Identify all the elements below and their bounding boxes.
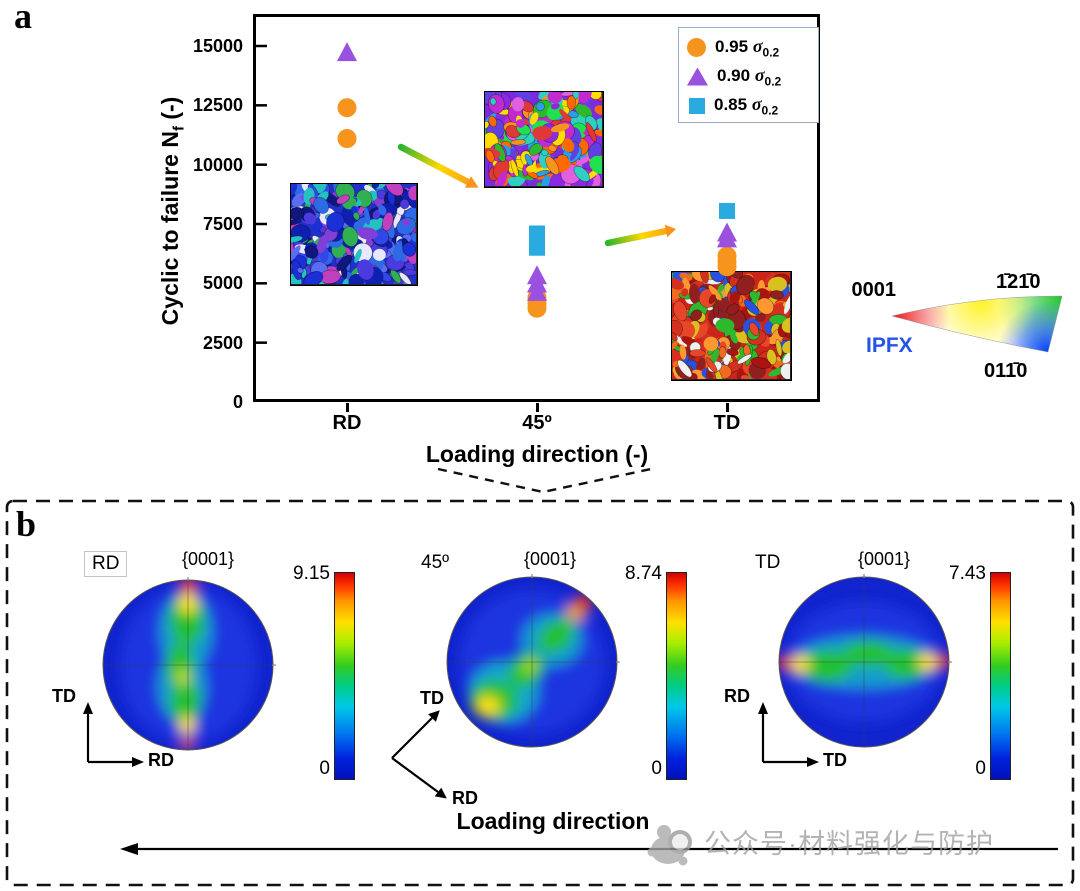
pf-family-label: {0001} <box>181 549 235 569</box>
colorbar-min: 0 <box>651 758 662 779</box>
axis-up-label: RD <box>724 686 750 706</box>
circle-marker-icon <box>687 38 706 57</box>
loading-direction-arrow <box>120 843 1058 855</box>
ipf-color-triangle <box>891 295 1063 353</box>
pole-figure-rd <box>102 577 276 751</box>
colorbar-min: 0 <box>975 758 986 779</box>
loading-direction-label: Loading direction <box>456 808 650 834</box>
axis-right-label: RD <box>148 750 174 770</box>
data-point <box>337 98 357 118</box>
colorbar-max: 9.15 <box>293 563 330 584</box>
y-tick-marks <box>256 44 267 344</box>
ipf-corner-1210: 1̄21̄0 <box>996 271 1041 293</box>
x-tick-label: TD <box>713 412 741 434</box>
pole-figure-45 <box>446 574 620 748</box>
data-points <box>337 42 737 318</box>
legend: 0.95 σ0.2 0.90 σ0.2 0.85 σ0.2 <box>678 27 819 123</box>
watermark-logo-icon <box>647 825 692 866</box>
panel-connector <box>437 467 652 494</box>
colorbar-rd <box>334 572 355 780</box>
colorbar-min: 0 <box>319 758 330 779</box>
gradient-arrow-1 <box>397 143 479 188</box>
pole-figure-td <box>778 574 952 748</box>
data-point <box>527 298 547 318</box>
panel-a: a Cyclic to failure Nf (-) 0 2500 5000 7500… <box>14 0 1063 467</box>
x-tick-mark <box>726 403 729 412</box>
axes-arrows-45 <box>391 710 447 799</box>
legend-value: 0.90 <box>717 65 751 85</box>
y-tick-label: 2500 <box>202 332 243 353</box>
y-tick-label: 5000 <box>202 273 243 294</box>
x-tick-label: RD <box>332 412 362 434</box>
colorbar-45 <box>666 572 687 780</box>
x-tick-mark <box>346 403 349 412</box>
panel-b-label: b <box>16 504 37 544</box>
scatter-layer <box>256 42 737 344</box>
legend-label: 0.95 σ0.2 <box>715 36 779 59</box>
axis-up-label: TD <box>420 688 444 708</box>
ebsd-map-td <box>672 272 790 379</box>
y-axis-title-sub: f <box>170 126 188 132</box>
ipf-corner-0110: 011̄0 <box>984 360 1028 382</box>
data-point <box>717 228 737 248</box>
ebsd-inset-45 <box>484 91 604 188</box>
y-tick-label: 7500 <box>202 214 243 234</box>
axes-arrows-td <box>758 702 819 767</box>
watermark-text: 公众号·材料强化与防护 <box>704 828 994 859</box>
y-tick-label: 12500 <box>192 95 243 116</box>
panel-b-border <box>5 499 1075 887</box>
y-tick-label: 15000 <box>192 36 243 56</box>
gradient-arrow-2 <box>604 224 676 247</box>
legend-value: 0.85 <box>714 94 748 114</box>
ebsd-inset-td <box>671 271 792 381</box>
legend-item-085: 0.85 σ0.2 <box>687 91 818 120</box>
pf-direction-label-45: 45º <box>414 551 457 575</box>
watermark: 公众号·材料强化与防护 <box>642 814 994 868</box>
x-axis-title: Loading direction (-) <box>425 441 649 467</box>
axis-right-label: TD <box>823 750 847 770</box>
data-point <box>527 281 547 301</box>
sigma-subscript: 0.2 <box>762 45 780 60</box>
legend-item-095: 0.95 σ0.2 <box>687 33 818 62</box>
colorbar-max: 7.43 <box>949 563 986 584</box>
ipfx-label: IPFX <box>866 334 913 357</box>
sigma-symbol: σ <box>754 64 765 85</box>
ebsd-map-45 <box>485 92 602 186</box>
sigma-subscript: 0.2 <box>761 103 779 118</box>
colorbar-td <box>990 572 1011 780</box>
sigma-symbol: σ <box>751 93 762 114</box>
legend-value: 0.95 <box>715 36 749 56</box>
pf-family-label: {0001} <box>523 549 577 569</box>
sigma-subscript: 0.2 <box>764 74 782 89</box>
ebsd-map-rd <box>291 184 416 284</box>
sigma-symbol: σ <box>752 35 763 56</box>
x-tick-label: 45º <box>522 412 552 434</box>
legend-label: 0.85 σ0.2 <box>714 94 778 117</box>
data-point <box>719 202 735 219</box>
axis-right-label: RD <box>452 788 478 808</box>
square-marker-icon <box>689 97 705 114</box>
y-tick-label: 10000 <box>192 154 243 175</box>
pf-direction-label-td: TD <box>748 551 788 575</box>
x-tick-mark <box>536 403 539 412</box>
pf-family-label: {0001} <box>857 549 911 569</box>
axis-up-label: TD <box>52 686 76 706</box>
data-point <box>717 257 737 277</box>
data-point <box>529 239 545 256</box>
panel-a-label: a <box>14 0 32 36</box>
legend-item-090: 0.90 σ0.2 <box>687 62 818 91</box>
data-point <box>529 225 545 242</box>
triangle-marker-icon <box>687 67 708 86</box>
data-point <box>337 129 357 149</box>
ipf-corner-0001: 0001 <box>851 279 897 301</box>
colorbar-max: 8.74 <box>625 563 662 584</box>
y-tick-label: 0 <box>232 392 243 412</box>
data-point <box>337 42 357 62</box>
pf-direction-label-rd: RD <box>84 551 128 577</box>
ebsd-inset-rd <box>290 183 418 286</box>
legend-label: 0.90 σ0.2 <box>717 65 781 88</box>
axes-arrows-rd <box>83 702 144 767</box>
